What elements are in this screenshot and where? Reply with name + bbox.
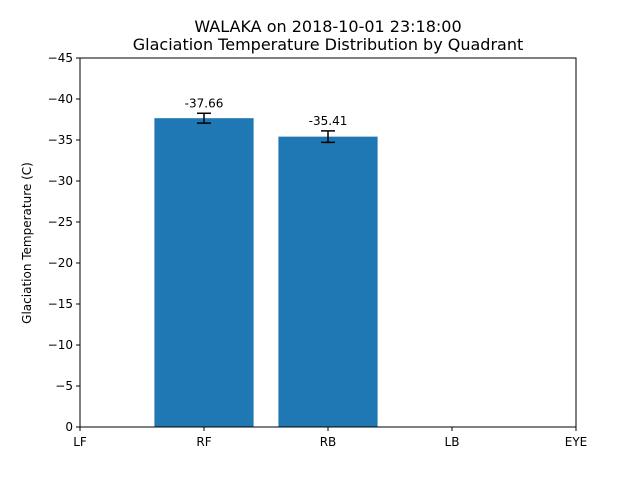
y-tick-label: −35	[48, 133, 73, 147]
y-tick-label: −10	[48, 338, 73, 352]
y-tick-label: −25	[48, 215, 73, 229]
x-tick-label: RF	[196, 435, 211, 449]
y-tick-label: −20	[48, 256, 73, 270]
y-tick-label: −40	[48, 92, 73, 106]
chart-title: WALAKA on 2018-10-01 23:18:00	[194, 17, 461, 36]
data-label-RF: -37.66	[185, 96, 224, 110]
y-tick-label: −30	[48, 174, 73, 188]
data-label-RB: -35.41	[309, 114, 348, 128]
y-tick-label: 0	[65, 420, 73, 434]
x-tick-label: RB	[320, 435, 337, 449]
chart-subtitle: Glaciation Temperature Distribution by Q…	[133, 35, 524, 54]
bar-RF	[154, 118, 254, 428]
y-axis-label: Glaciation Temperature (C)	[20, 162, 34, 324]
y-tick-label: −5	[55, 379, 73, 393]
x-tick-label: LB	[445, 435, 460, 449]
bar-RB	[278, 136, 378, 427]
plot-area: -37.66 -35.41 0 −5 −10 −15 −20 −25 −30 −35 −40 −45 L…	[48, 51, 588, 449]
x-tick-label: EYE	[565, 435, 588, 449]
x-tick-label: LF	[73, 435, 87, 449]
y-tick-label: −45	[48, 51, 73, 65]
y-tick-label: −15	[48, 297, 73, 311]
